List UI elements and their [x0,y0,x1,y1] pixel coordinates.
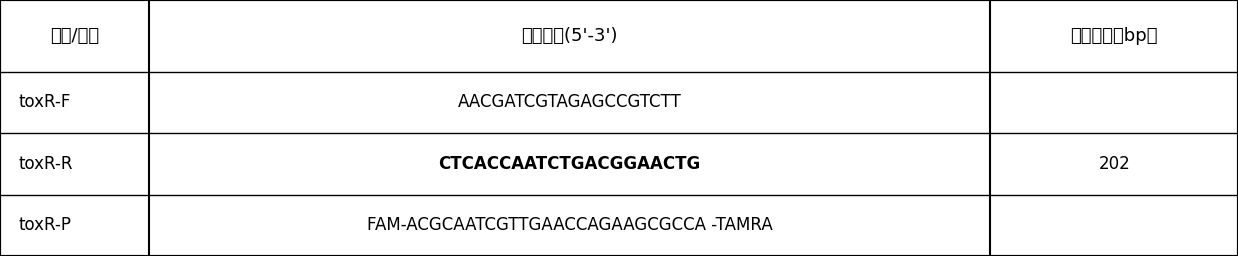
Text: 202: 202 [1098,155,1130,173]
Text: 产物大小（bp）: 产物大小（bp） [1071,27,1158,45]
Text: AACGATCGTAGAGCCGTCTT: AACGATCGTAGAGCCGTCTT [458,93,681,111]
Text: toxR-F: toxR-F [19,93,71,111]
Text: FAM-ACGCAATCGTTGAACCAGAAGCGCCA -TAMRA: FAM-ACGCAATCGTTGAACCAGAAGCGCCA -TAMRA [366,216,773,234]
Text: toxR-P: toxR-P [19,216,72,234]
Text: 引物/探针: 引物/探针 [50,27,99,45]
Text: toxR-R: toxR-R [19,155,73,173]
Text: 序列信息(5'-3'): 序列信息(5'-3') [521,27,618,45]
Text: CTCACCAATCTGACGGAACTG: CTCACCAATCTGACGGAACTG [438,155,701,173]
